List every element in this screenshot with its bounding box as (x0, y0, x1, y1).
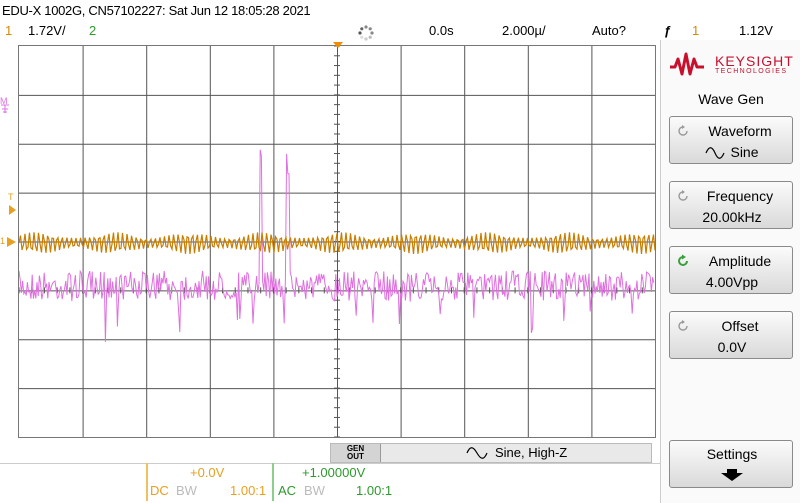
offset-label: Offset (721, 318, 759, 334)
softkey-panel: KEYSIGHT TECHNOLOGIES Wave Gen Waveform … (660, 40, 800, 503)
sine-icon (466, 447, 488, 459)
ch2-info[interactable]: +1.00000V AC BW 1.00:1 (272, 463, 400, 501)
menu-title: Wave Gen (698, 91, 764, 107)
trigger-level-arrow-icon (9, 205, 16, 215)
brand-subtitle: TECHNOLOGIES (715, 68, 788, 75)
math-marker[interactable]: M (0, 96, 8, 106)
trigger-level-marker[interactable]: T (8, 192, 14, 202)
instrument-title: EDU-X 1002G, CN57102227: Sat Jun 12 18:0… (2, 3, 311, 18)
math-trace (19, 149, 655, 343)
frequency-label: Frequency (706, 188, 774, 204)
gen-out-badge: GEN OUT (331, 444, 381, 462)
waveform-value-text: Sine (730, 144, 759, 160)
ch2-coupling: AC (278, 483, 297, 498)
divider (0, 463, 660, 464)
ch1-trace (19, 232, 655, 255)
ch1-ground-marker[interactable]: 1 (0, 236, 6, 246)
amplitude-label: Amplitude (708, 253, 772, 269)
ch1-coupling: DC (150, 483, 169, 498)
wavegen-summary: Sine, High-Z (495, 445, 568, 460)
frequency-value: 20.00kHz (702, 209, 762, 225)
frequency-softkey[interactable]: Frequency 20.00kHz (669, 181, 793, 229)
gen-out-line1: GEN (346, 444, 365, 453)
trigger-mode[interactable]: Auto? (592, 23, 626, 38)
trigger-level[interactable]: 1.12V (739, 23, 773, 38)
settings-softkey[interactable]: Settings (669, 440, 793, 488)
acquisition-spinner-icon (358, 25, 374, 41)
amplitude-softkey[interactable]: Amplitude 4.00Vpp (669, 246, 793, 294)
waveform-label: Waveform (708, 123, 772, 139)
entry-knob-icon (678, 125, 688, 136)
status-bar: EDU-X 1002G, CN57102227: Sat Jun 12 18:0… (0, 0, 800, 41)
time-scale[interactable]: 2.000µ/ (502, 23, 546, 38)
sine-icon (705, 147, 726, 160)
ch1-number[interactable]: 1 (5, 23, 13, 38)
ch1-ground-arrow-icon (7, 237, 16, 247)
settings-label: Settings (706, 446, 758, 462)
math-ground-icon (1, 104, 9, 113)
gen-out-line2: OUT (347, 452, 364, 461)
ch1-info[interactable]: +0.0V DC BW 1.00:1 (146, 463, 272, 501)
entry-knob-active-icon (678, 254, 688, 266)
ch2-number[interactable]: 2 (89, 23, 97, 38)
brand-name: KEYSIGHT (715, 53, 794, 69)
entry-knob-icon (678, 320, 688, 331)
trigger-position-marker-icon[interactable] (332, 41, 344, 49)
entry-knob-icon (678, 190, 688, 201)
ch1-offset: +0.0V (190, 465, 225, 480)
trigger-source[interactable]: 1 (692, 23, 700, 38)
trigger-edge-icon: ƒ (664, 23, 672, 38)
wavegen-status-bar[interactable]: GEN OUT Sine, High-Z (330, 443, 652, 463)
ch1-scale[interactable]: 1.72V/ (28, 23, 66, 38)
keysight-logo: KEYSIGHT TECHNOLOGIES (669, 48, 797, 80)
offset-softkey[interactable]: Offset 0.0V (669, 311, 793, 359)
waveform-softkey[interactable]: Waveform Sine (669, 116, 793, 164)
ch2-offset: +1.00000V (302, 465, 366, 480)
amplitude-value: 4.00Vpp (705, 274, 759, 290)
offset-value: 0.0V (717, 339, 747, 355)
waveform-display[interactable] (18, 45, 656, 438)
ch2-probe: 1.00:1 (356, 483, 393, 498)
ch1-bw-limit: BW (176, 483, 197, 498)
graticule (19, 46, 655, 437)
ch1-probe: 1.00:1 (230, 483, 267, 498)
time-position[interactable]: 0.0s (429, 23, 454, 38)
waveform-value: Sine (670, 144, 794, 160)
keysight-wave-icon (670, 52, 704, 76)
ch2-bw-limit: BW (304, 483, 325, 498)
arrow-down-icon (721, 469, 743, 481)
